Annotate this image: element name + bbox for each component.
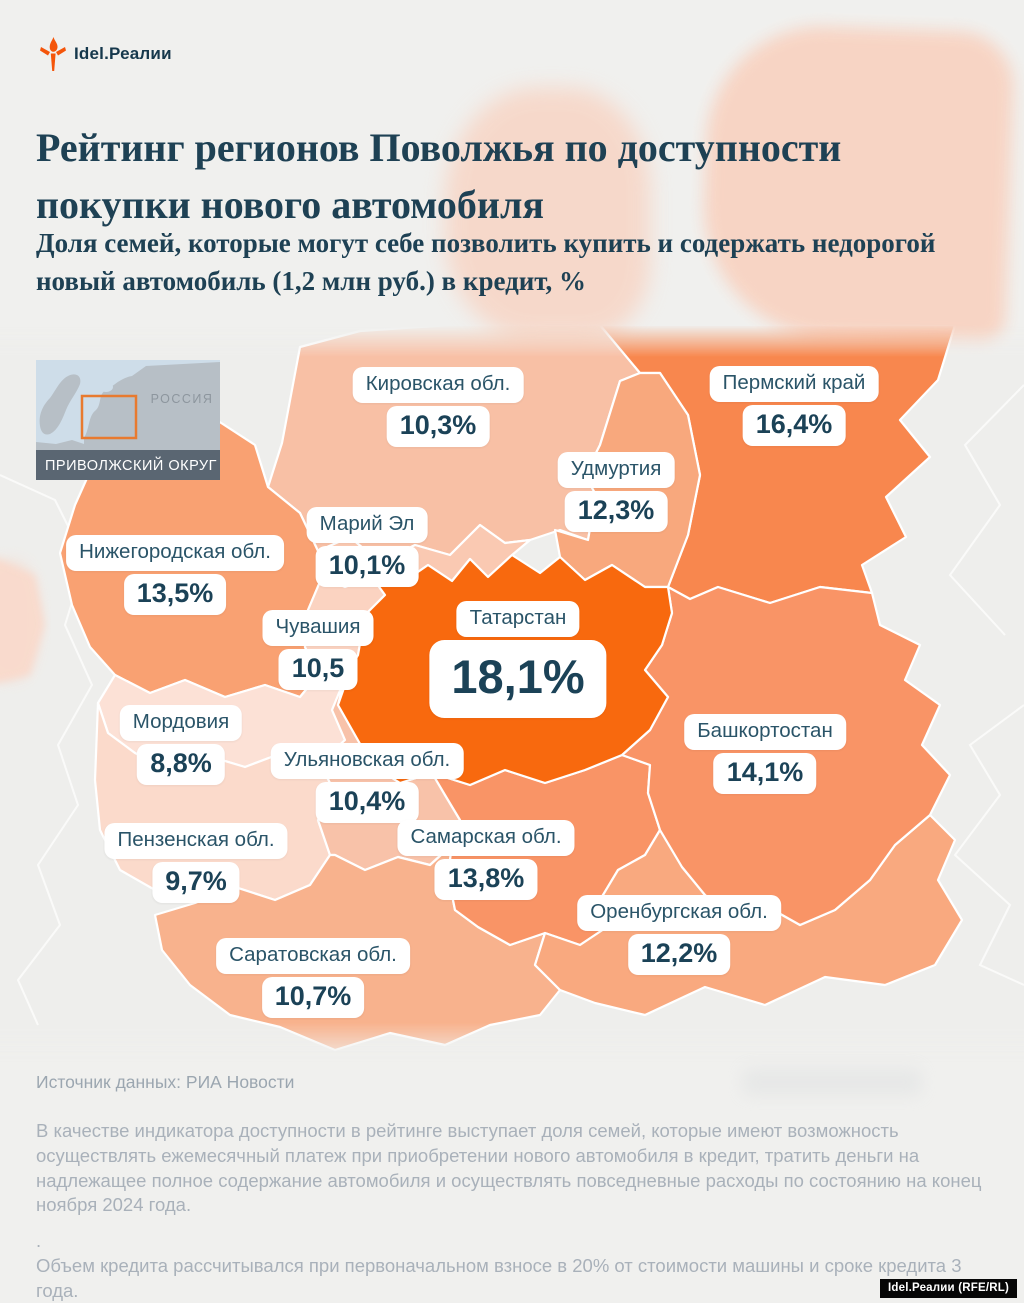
page-title: Рейтинг регионов Поволжья по доступности… xyxy=(36,124,842,227)
data-source-line: Источник данных: РИА Новости xyxy=(36,1072,295,1092)
region-value: 9,7% xyxy=(152,861,240,903)
region-label-penzenskaya: Пензенская обл. 9,7% xyxy=(104,823,288,903)
region-label-chuvashia: Чувашия 10,5 xyxy=(262,610,374,690)
region-label-orenburgskaya: Оренбургская обл. 12,2% xyxy=(577,895,781,975)
inset-white-sea xyxy=(99,382,113,392)
torch-icon xyxy=(40,37,66,71)
region-label-samarskaya: Самарская обл. 13,8% xyxy=(397,820,575,900)
attribution-badge: Idel.Реалии (RFE/RL) xyxy=(879,1279,1017,1298)
inset-russia-land xyxy=(84,362,220,450)
locator-inset-map: РОССИЯ ПРИВОЛЖСКИЙ ОКРУГ xyxy=(36,360,220,480)
inset-coast-detail xyxy=(36,440,84,450)
region-label-nizhegorodskaya: Нижегородская обл. 13,5% xyxy=(66,535,284,615)
region-value: 13,5% xyxy=(123,573,227,615)
neighbor-borders-right-bottom xyxy=(953,704,1024,986)
region-value: 10,3% xyxy=(386,405,490,447)
region-name: Кировская обл. xyxy=(352,367,524,403)
region-label-kirovskaya: Кировская обл. 10,3% xyxy=(352,367,524,447)
region-value: 8,8% xyxy=(137,743,225,785)
inset-scandinavia-land xyxy=(39,374,81,435)
inset-highlight-rect xyxy=(80,394,138,440)
region-name: Самарская обл. xyxy=(397,820,575,856)
inset-caption: ПРИВОЛЖСКИЙ ОКРУГ xyxy=(45,456,217,474)
region-label-saratovskaya: Саратовская обл. 10,7% xyxy=(216,938,410,1018)
region-name: Оренбургская обл. xyxy=(577,895,781,931)
brand-logo: Idel.Реалии xyxy=(40,37,172,71)
region-name: Ульяновская обл. xyxy=(270,743,464,779)
region-value: 16,4% xyxy=(742,404,846,446)
faded-neighbor-blob xyxy=(0,559,45,683)
region-name: Татарстан xyxy=(456,601,580,637)
neighbor-borders-right-top xyxy=(948,384,1024,636)
region-name: Башкортостан xyxy=(684,714,846,750)
region-label-mariel: Марий Эл 10,1% xyxy=(306,507,428,587)
map-silhouette-decor-center xyxy=(445,88,650,338)
region-label-udmurtia: Удмуртия 12,3% xyxy=(557,452,675,532)
inset-country-label: РОССИЯ xyxy=(151,392,214,406)
region-value: 12,2% xyxy=(627,933,731,975)
region-name: Чувашия xyxy=(262,610,374,646)
region-value: 10,4% xyxy=(315,781,419,823)
region-label-ulyanovskaya: Ульяновская обл. 10,4% xyxy=(270,743,464,823)
page-subtitle: Доля семей, которые могут себе позволить… xyxy=(36,228,936,297)
note-paragraph-2: Объем кредита рассчитывался при первонач… xyxy=(36,1254,962,1301)
region-value: 18,1% xyxy=(429,639,607,718)
region-value: 10,7% xyxy=(261,976,365,1018)
region-name: Мордовия xyxy=(119,705,243,741)
region-label-permsky: Пермский край 16,4% xyxy=(709,366,879,446)
region-value: 12,3% xyxy=(564,490,668,532)
region-name: Марий Эл xyxy=(306,507,428,543)
region-label-mordovia: Мордовия 8,8% xyxy=(119,705,243,785)
region-value: 10,5 xyxy=(278,648,358,690)
region-name: Саратовская обл. xyxy=(216,938,410,974)
region-value: 10,1% xyxy=(315,545,419,587)
region-name: Нижегородская обл. xyxy=(66,535,284,571)
region-name: Удмуртия xyxy=(557,452,675,488)
region-label-tatarstan: Татарстан 18,1% xyxy=(429,601,607,718)
note-paragraph-dot: . xyxy=(36,1230,42,1252)
region-value: 13,8% xyxy=(434,858,538,900)
blurred-watermark xyxy=(742,1068,922,1096)
region-label-bashkortostan: Башкортостан 14,1% xyxy=(684,714,846,794)
methodology-notes: В качестве индикатора доступности в рейт… xyxy=(36,1119,994,1303)
brand-logo-text: Idel.Реалии xyxy=(74,44,172,63)
region-name: Пермский край xyxy=(709,366,879,402)
region-value: 14,1% xyxy=(713,752,817,794)
inset-caption-band xyxy=(36,450,220,480)
note-paragraph-1: В качестве индикатора доступности в рейт… xyxy=(36,1120,982,1216)
region-name: Пензенская обл. xyxy=(104,823,288,859)
